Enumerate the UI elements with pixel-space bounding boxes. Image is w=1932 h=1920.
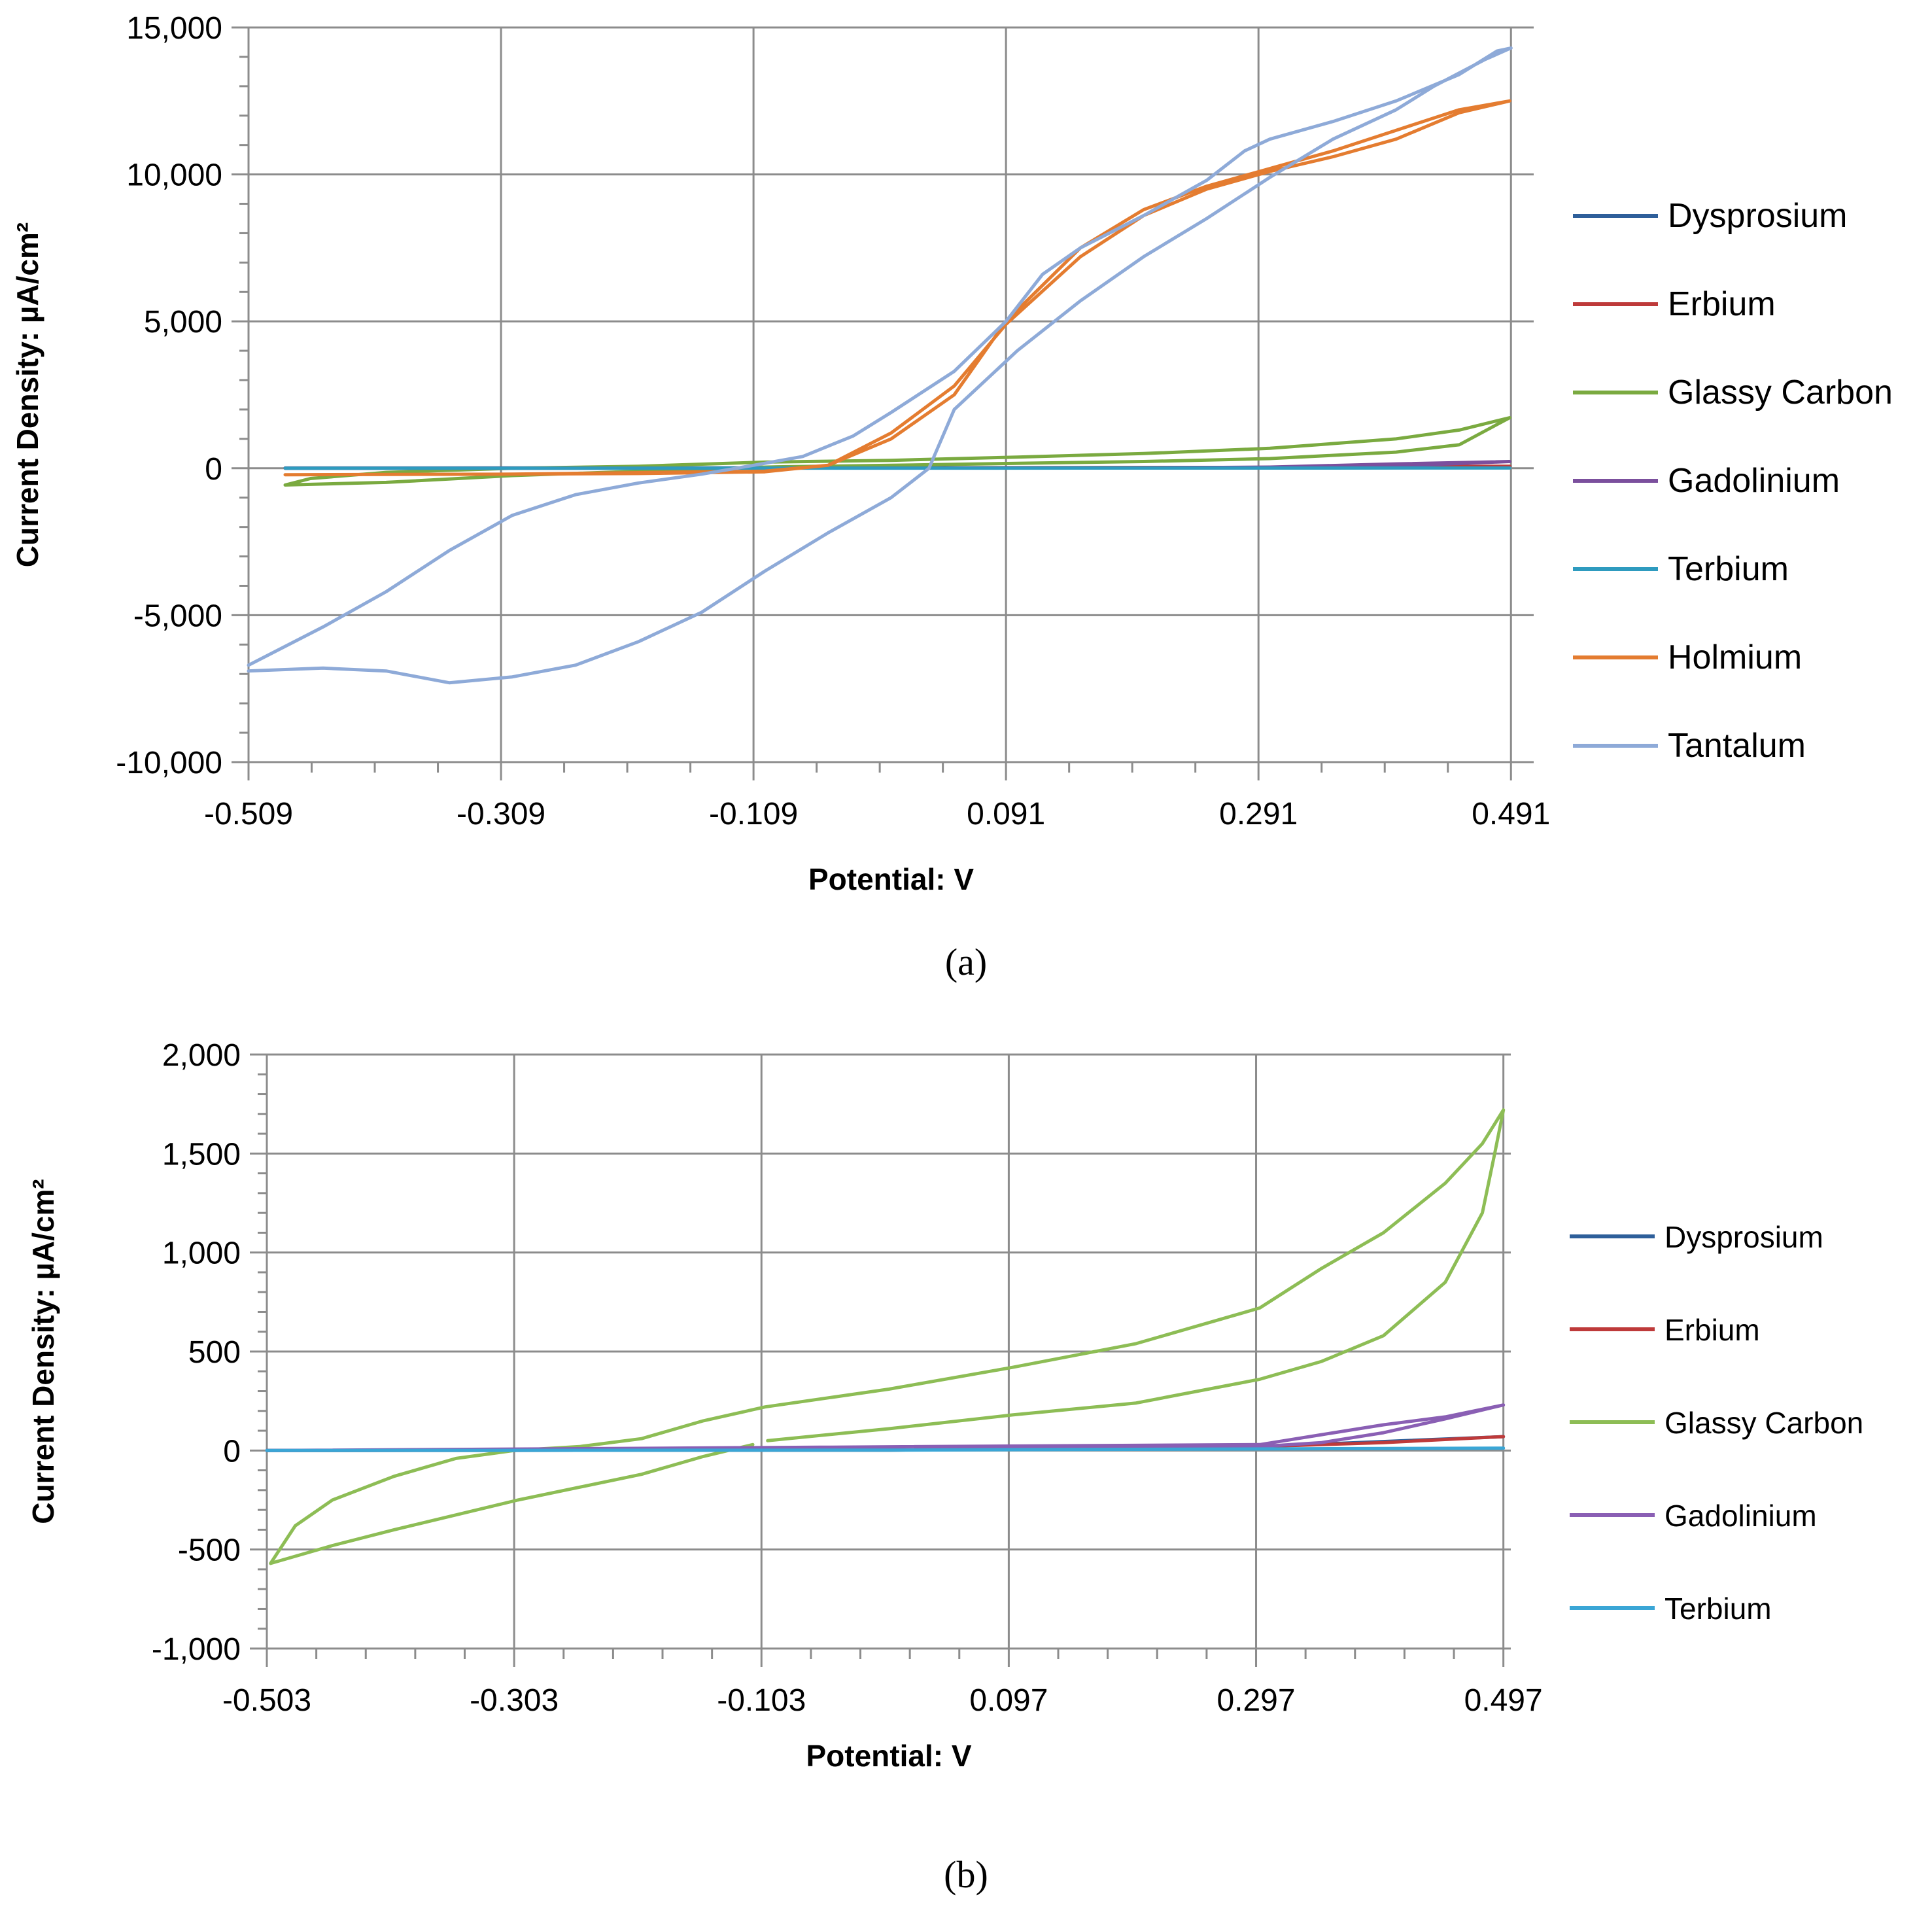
legend-label-erbium: Erbium bbox=[1668, 285, 1776, 323]
x-tick-label: -0.103 bbox=[717, 1683, 806, 1718]
legend-label-terbium: Terbium bbox=[1668, 550, 1789, 588]
y-tick-label: 0 bbox=[223, 1434, 241, 1469]
legend-label-gadolinium: Gadolinium bbox=[1668, 462, 1840, 500]
series-line-holmium bbox=[283, 99, 1511, 477]
x-tick-label: -0.303 bbox=[470, 1683, 559, 1718]
y-tick-label: 10,000 bbox=[126, 158, 222, 193]
y-tick-label: 1,000 bbox=[162, 1236, 241, 1271]
x-axis-label: Potential: V bbox=[806, 1739, 971, 1773]
series-line-glassy-carbon bbox=[269, 1108, 1506, 1565]
y-axis-label: Current Density: µA/cm² bbox=[26, 1179, 60, 1524]
y-tick-label: 2,000 bbox=[162, 1038, 241, 1073]
panel-label: (a) bbox=[945, 941, 987, 983]
y-tick-label: 1,500 bbox=[162, 1137, 241, 1172]
legend-label-dysprosium: Dysprosium bbox=[1665, 1220, 1823, 1254]
legend-label-erbium: Erbium bbox=[1665, 1313, 1760, 1347]
x-axis-label: Potential: V bbox=[808, 862, 974, 896]
legend-label-gadolinium: Gadolinium bbox=[1665, 1499, 1817, 1533]
y-tick-label: 500 bbox=[188, 1335, 241, 1370]
series-line-gadolinium bbox=[265, 1403, 1506, 1452]
y-tick-label: -10,000 bbox=[116, 746, 222, 780]
x-tick-label: 0.097 bbox=[969, 1683, 1048, 1718]
y-tick-label: 15,000 bbox=[126, 11, 222, 46]
y-tick-label: -1,000 bbox=[152, 1632, 241, 1667]
x-tick-label: 0.297 bbox=[1216, 1683, 1295, 1718]
x-tick-label: 0.291 bbox=[1219, 797, 1298, 831]
chart-panel-a: -10,000 -5,000 0 5,000 10,000 15,000 -0.509 -0.… bbox=[10, 11, 1893, 983]
legend-label-dysprosium: Dysprosium bbox=[1668, 197, 1848, 235]
x-tick-label: 0.091 bbox=[967, 797, 1045, 831]
legend-label-holmium: Holmium bbox=[1668, 638, 1802, 676]
chart-panel-b: -1,000 -500 0 500 1,000 1,500 2,000 -0.503 -0.30… bbox=[26, 1038, 1863, 1896]
legend-label-tantalum: Tantalum bbox=[1668, 727, 1806, 765]
y-tick-label: 0 bbox=[205, 452, 222, 487]
y-axis-label: Current Density: µA/cm² bbox=[10, 222, 44, 567]
y-tick-label: -500 bbox=[178, 1533, 241, 1568]
x-tick-label: 0.491 bbox=[1472, 797, 1550, 831]
legend-label-terbium: Terbium bbox=[1665, 1592, 1772, 1626]
panel-label: (b) bbox=[944, 1853, 988, 1896]
x-tick-label: -0.109 bbox=[709, 797, 798, 831]
legend-label-glassy-carbon: Glassy Carbon bbox=[1665, 1406, 1863, 1440]
y-tick-label: 5,000 bbox=[144, 305, 222, 340]
series-line-terbium bbox=[265, 1446, 1506, 1452]
x-tick-label: -0.509 bbox=[204, 797, 293, 831]
y-tick-label: -5,000 bbox=[133, 599, 222, 633]
series-line-tantalum bbox=[247, 46, 1513, 685]
x-tick-label: 0.497 bbox=[1464, 1683, 1543, 1718]
legend-label-glassy-carbon: Glassy Carbon bbox=[1668, 374, 1893, 411]
x-tick-label: -0.309 bbox=[457, 797, 545, 831]
x-tick-label: -0.503 bbox=[222, 1683, 311, 1718]
